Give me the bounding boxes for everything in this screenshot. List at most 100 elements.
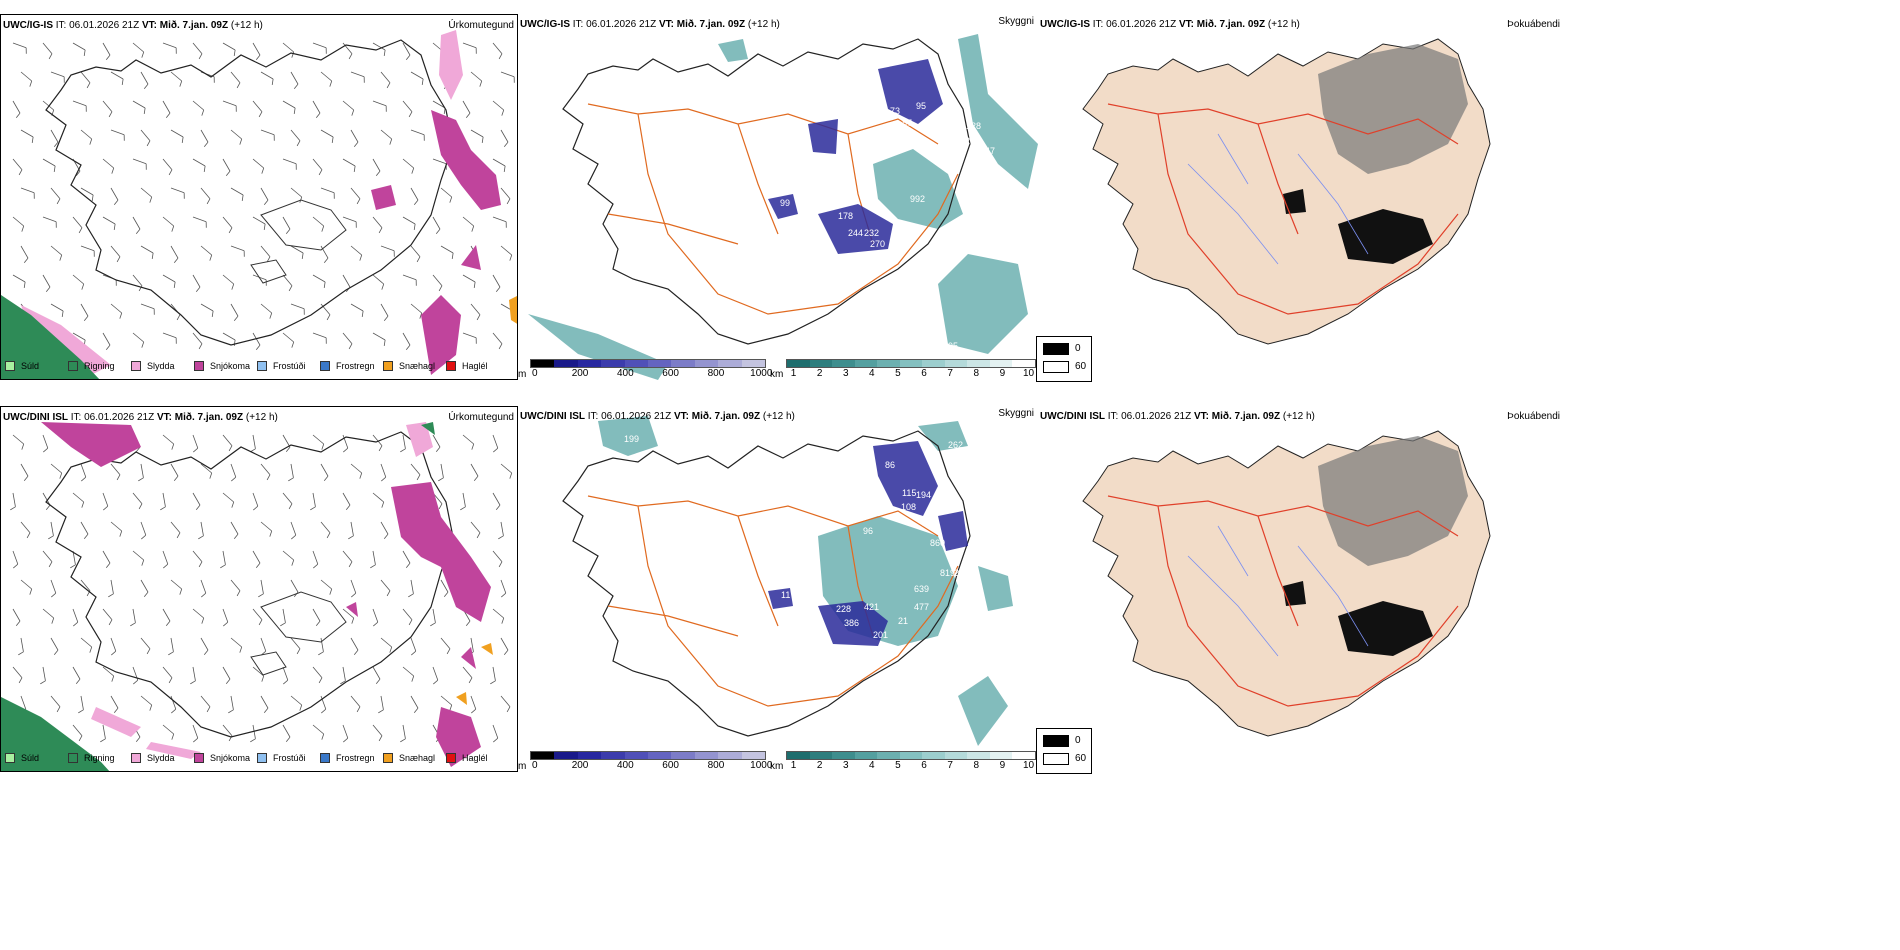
wind-barb [470,637,474,652]
wind-barb [140,463,144,478]
wind-barb [252,608,263,620]
legend-item-freezing-drizzle: Frostúði [257,753,320,763]
wind-barb [402,42,411,56]
wind-barb [192,42,203,54]
wind-barb [440,637,451,649]
wind-barb [140,303,155,310]
precip-panel-1: UWC/IG-IS IT: 06.01.2026 21Z VT: Mið. 7.… [0,14,518,380]
panel-title: UWC/IG-IS IT: 06.01.2026 21Z VT: Mið. 7.… [3,20,263,31]
wind-barb [462,274,476,283]
wind-barb [192,724,199,739]
legend-item-rain: Rigning [68,753,131,763]
wind-barb [410,579,414,594]
wind-barb [20,187,35,194]
wind-barb [200,303,214,312]
colorbar-tick-label: 400 [617,760,634,771]
wind-barb [222,158,231,172]
wind-barb [342,332,353,344]
wind-barb [372,608,379,623]
wind-barb [170,463,179,477]
rain-area [1,295,100,379]
wind-barb [312,550,319,565]
wind-barb [162,492,166,507]
wind-barb [402,666,414,677]
wind-barb [282,608,286,623]
wind-barb [402,724,406,739]
legend-item-sleet: Slydda [131,361,194,371]
wind-barb [50,303,64,312]
fog-panel-1: UWC/IG-IS IT: 06.01.2026 21Z VT: Mið. 7.… [1038,14,1560,380]
precip-type-legend: Súld Rigning Slydda Snjókoma Frostúði Fr… [5,361,509,371]
wind-barbs [12,42,515,351]
wind-barb [252,434,256,449]
colorbar-tick-label: 5 [895,368,901,379]
wind-barb [440,463,444,478]
wind-barb [80,695,84,710]
wind-barb [102,216,116,225]
cloud-value-label: 110 [938,114,952,124]
wind-barb [410,187,419,201]
colorbar-tick-label: 6 [921,760,927,771]
cloud-value-label: 232 [864,228,879,238]
wind-barb [342,550,353,562]
cloud-value-label: 639 [914,584,929,594]
wind-barb [162,332,177,339]
wind-barb [192,608,204,619]
wind-barb [192,666,196,681]
wind-barb [162,434,174,445]
wind-barb [230,303,239,317]
wind-barb [372,550,376,565]
wind-barb [380,71,391,83]
cloud-value-label: 19 [826,166,836,176]
wind-barb [72,666,81,680]
wind-barb [132,158,147,165]
panel-title: UWC/DINI ISL IT: 06.01.2026 21Z VT: Mið.… [3,412,278,423]
wind-barb [140,579,149,593]
wind-barb [80,637,92,648]
wind-barb [110,521,122,532]
cloud-value-label: 162 [922,518,937,528]
legend-item-graupel: Snæhagl [383,361,446,371]
wind-barb [350,303,364,312]
colorbar-tick-label: 800 [707,368,725,379]
wind-barb [350,187,361,199]
wind-barb [282,550,294,561]
wind-barb [162,274,176,283]
legend-item-drizzle: Súld [5,753,68,763]
wind-barb [432,666,439,681]
wind-barb [162,608,171,622]
cloud-value-label: 247 [980,146,995,156]
wind-barb [200,521,204,536]
cloud-value-label: 262 [948,440,963,450]
sleet-area [91,422,433,759]
cloud-value-label: 477 [914,602,929,612]
wind-barb [20,463,29,477]
wind-barb [42,42,53,54]
wind-barb [132,550,144,561]
wind-barb [50,129,59,143]
wind-barb [350,245,362,256]
wind-barb [252,666,264,677]
wind-barb [50,187,61,199]
wind-barb [260,637,267,652]
wind-barb [200,579,207,594]
wind-barb [20,695,27,710]
wind-barb [402,274,417,281]
wind-barb [410,129,425,136]
wind-barb [342,492,351,506]
fog-indicator-area [1318,436,1468,566]
wind-barb [140,245,154,254]
cloud-value-label: 178 [838,211,853,221]
wind-barb [12,274,26,283]
wind-barb [50,71,65,78]
precip-map-2 [1,422,513,771]
wind-barb [12,434,24,445]
iceland-outline [562,430,971,737]
wind-barb [260,71,274,80]
wind-barb [252,724,256,739]
wind-barb [162,216,174,227]
colorbar-tick-label: 0 [531,760,538,771]
wind-barb [50,521,54,536]
wind-barb [80,521,89,535]
precip-type-legend: Súld Rigning Slydda Snjókoma Frostúði Fr… [5,753,509,763]
